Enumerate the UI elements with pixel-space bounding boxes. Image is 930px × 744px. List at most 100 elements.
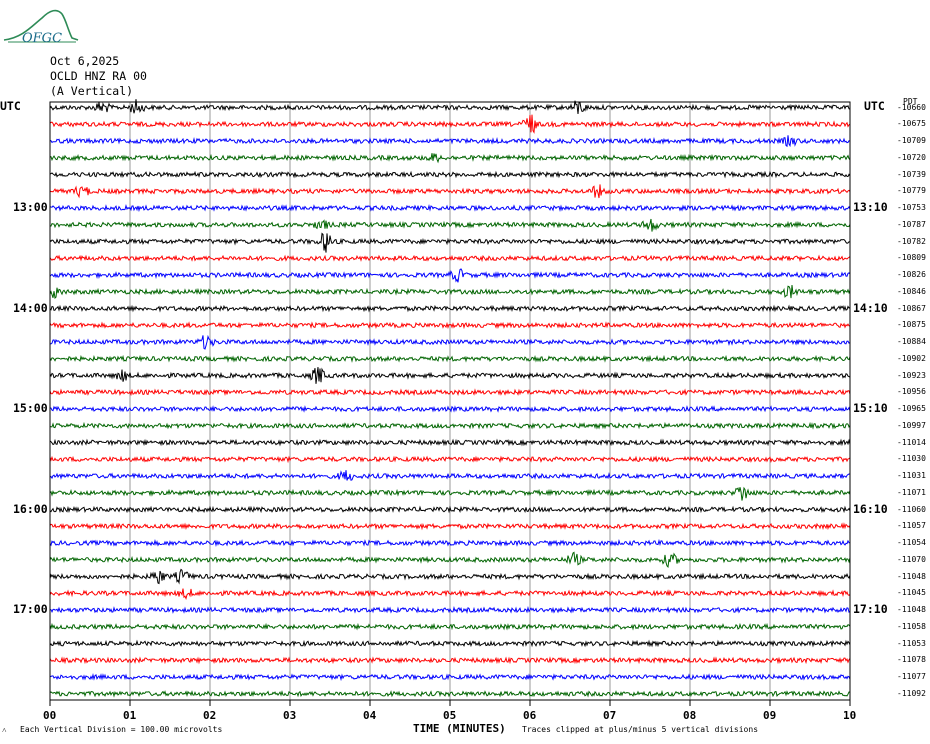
trace-offset-label: -10826: [897, 270, 926, 279]
left-time-label: 13:00: [13, 200, 48, 214]
trace-offset-label: -11078: [897, 655, 926, 665]
x-tick-label: 04: [363, 709, 377, 722]
trace-line: [49, 522, 851, 531]
trace-offset-label: -10660: [897, 102, 926, 112]
trace-line: [49, 284, 851, 299]
x-tick-label: 07: [603, 709, 617, 722]
trace-offset-label: -10884: [897, 337, 926, 346]
trace-offset-label: -10709: [897, 136, 926, 145]
x-tick-label: 06: [523, 709, 537, 722]
trace-offset-label: -11048: [897, 571, 926, 581]
trace-offset-label: -10956: [897, 387, 926, 397]
trace-line: [49, 505, 851, 514]
x-tick-label: 08: [683, 709, 697, 722]
trace-offset-label: -11057: [897, 521, 926, 531]
right-time-label: 13:10: [853, 200, 888, 214]
clip-note: Traces clipped at plus/minus 5 vertical …: [522, 725, 759, 734]
utc-left-label: UTC: [0, 99, 21, 113]
left-time-label: 16:00: [13, 501, 48, 516]
trace-line: [49, 268, 851, 283]
trace-offset-label: -11058: [897, 621, 926, 631]
right-time-label: 15:10: [853, 401, 888, 415]
trace-line: [49, 656, 851, 665]
trace-offset-label: -10739: [897, 169, 926, 179]
seismic-traces: [49, 99, 851, 698]
header-component: (A Vertical): [50, 84, 134, 98]
trace-line: [49, 135, 851, 148]
trace-offset-label: -11045: [897, 588, 926, 598]
trace-line: [49, 304, 851, 313]
trace-line: [49, 455, 851, 464]
trace-offset-label: -10875: [897, 320, 926, 330]
left-time-label: 17:00: [13, 602, 48, 616]
trace-offset-label: -11030: [897, 454, 926, 464]
trace-offset-label: -10923: [897, 370, 926, 380]
plot-frame: [49, 101, 851, 706]
x-tick-label: 03: [283, 709, 297, 722]
trace-offset-label: -10782: [897, 236, 926, 246]
trace-offset-label: -10675: [897, 119, 926, 129]
trace-line: [49, 203, 851, 213]
trace-line: [49, 153, 851, 164]
trace-line: [49, 438, 851, 447]
x-tick-label: 01: [123, 709, 137, 722]
trace-line: [49, 588, 851, 601]
trace-line: [49, 354, 851, 363]
trace-line: [49, 99, 851, 115]
header-station: OCLD HNZ RA 00: [50, 69, 147, 83]
trace-offset-label: -11031: [897, 471, 926, 480]
right-time-label: 14:10: [853, 300, 888, 315]
small-marker-icon: ˄: [2, 726, 7, 735]
trace-offset-label: -10779: [897, 186, 926, 196]
trace-line: [49, 470, 850, 481]
left-time-label: 14:00: [13, 300, 48, 315]
trace-line: [49, 334, 851, 350]
trace-offset-label: -11048: [897, 605, 926, 614]
trace-line: [49, 321, 851, 330]
trace-offset-label: -11092: [897, 688, 926, 698]
trace-line: [49, 486, 851, 501]
trace-offset-label: -10846: [897, 286, 926, 296]
trace-line: [49, 568, 851, 585]
trace-offset-label: -10753: [897, 203, 926, 212]
trace-line: [49, 114, 851, 134]
trace-offset-label: -11070: [897, 554, 926, 564]
trace-offset-label: -11054: [897, 538, 926, 547]
trace-line: [49, 170, 851, 179]
pdt-marker: PDT: [903, 97, 918, 106]
trace-line: [49, 551, 851, 568]
trace-offset-label: -11014: [897, 437, 926, 447]
trace-line: [49, 367, 851, 384]
right-time-label: 16:10: [853, 501, 888, 516]
trace-offset-label: -10902: [897, 353, 926, 363]
trace-offset-label: -11077: [897, 672, 926, 681]
x-tick-label: 05: [443, 709, 457, 722]
left-time-label: 15:00: [13, 401, 48, 415]
trace-line: [49, 538, 851, 547]
trace-line: [49, 232, 851, 253]
trace-offset-label: -10965: [897, 404, 926, 413]
trace-line: [49, 218, 851, 232]
right-time-label: 17:10: [853, 602, 888, 616]
trace-offset-label: -11053: [897, 638, 926, 648]
trace-line: [49, 689, 850, 698]
trace-line: [49, 388, 851, 397]
utc-right-label: UTC: [864, 99, 885, 113]
trace-line: [49, 605, 851, 615]
division-note: Each Vertical Division = 100.00 microvol…: [20, 725, 223, 734]
x-tick-label: 02: [203, 709, 217, 722]
logo-text: OFGC: [22, 31, 62, 46]
mountain-logo-icon: [3, 9, 79, 43]
trace-line: [49, 184, 851, 199]
x-tick-label: 00: [43, 709, 57, 722]
trace-offset-label: -10997: [897, 420, 926, 430]
trace-offset-label: -10809: [897, 253, 926, 263]
trace-offset-label: -10720: [897, 152, 926, 162]
trace-line: [49, 405, 851, 413]
trace-line: [49, 254, 851, 263]
trace-offset-label: -11060: [897, 504, 926, 514]
trace-line: [49, 673, 851, 682]
trace-offset-label: -10867: [897, 303, 926, 313]
trace-line: [49, 639, 851, 648]
